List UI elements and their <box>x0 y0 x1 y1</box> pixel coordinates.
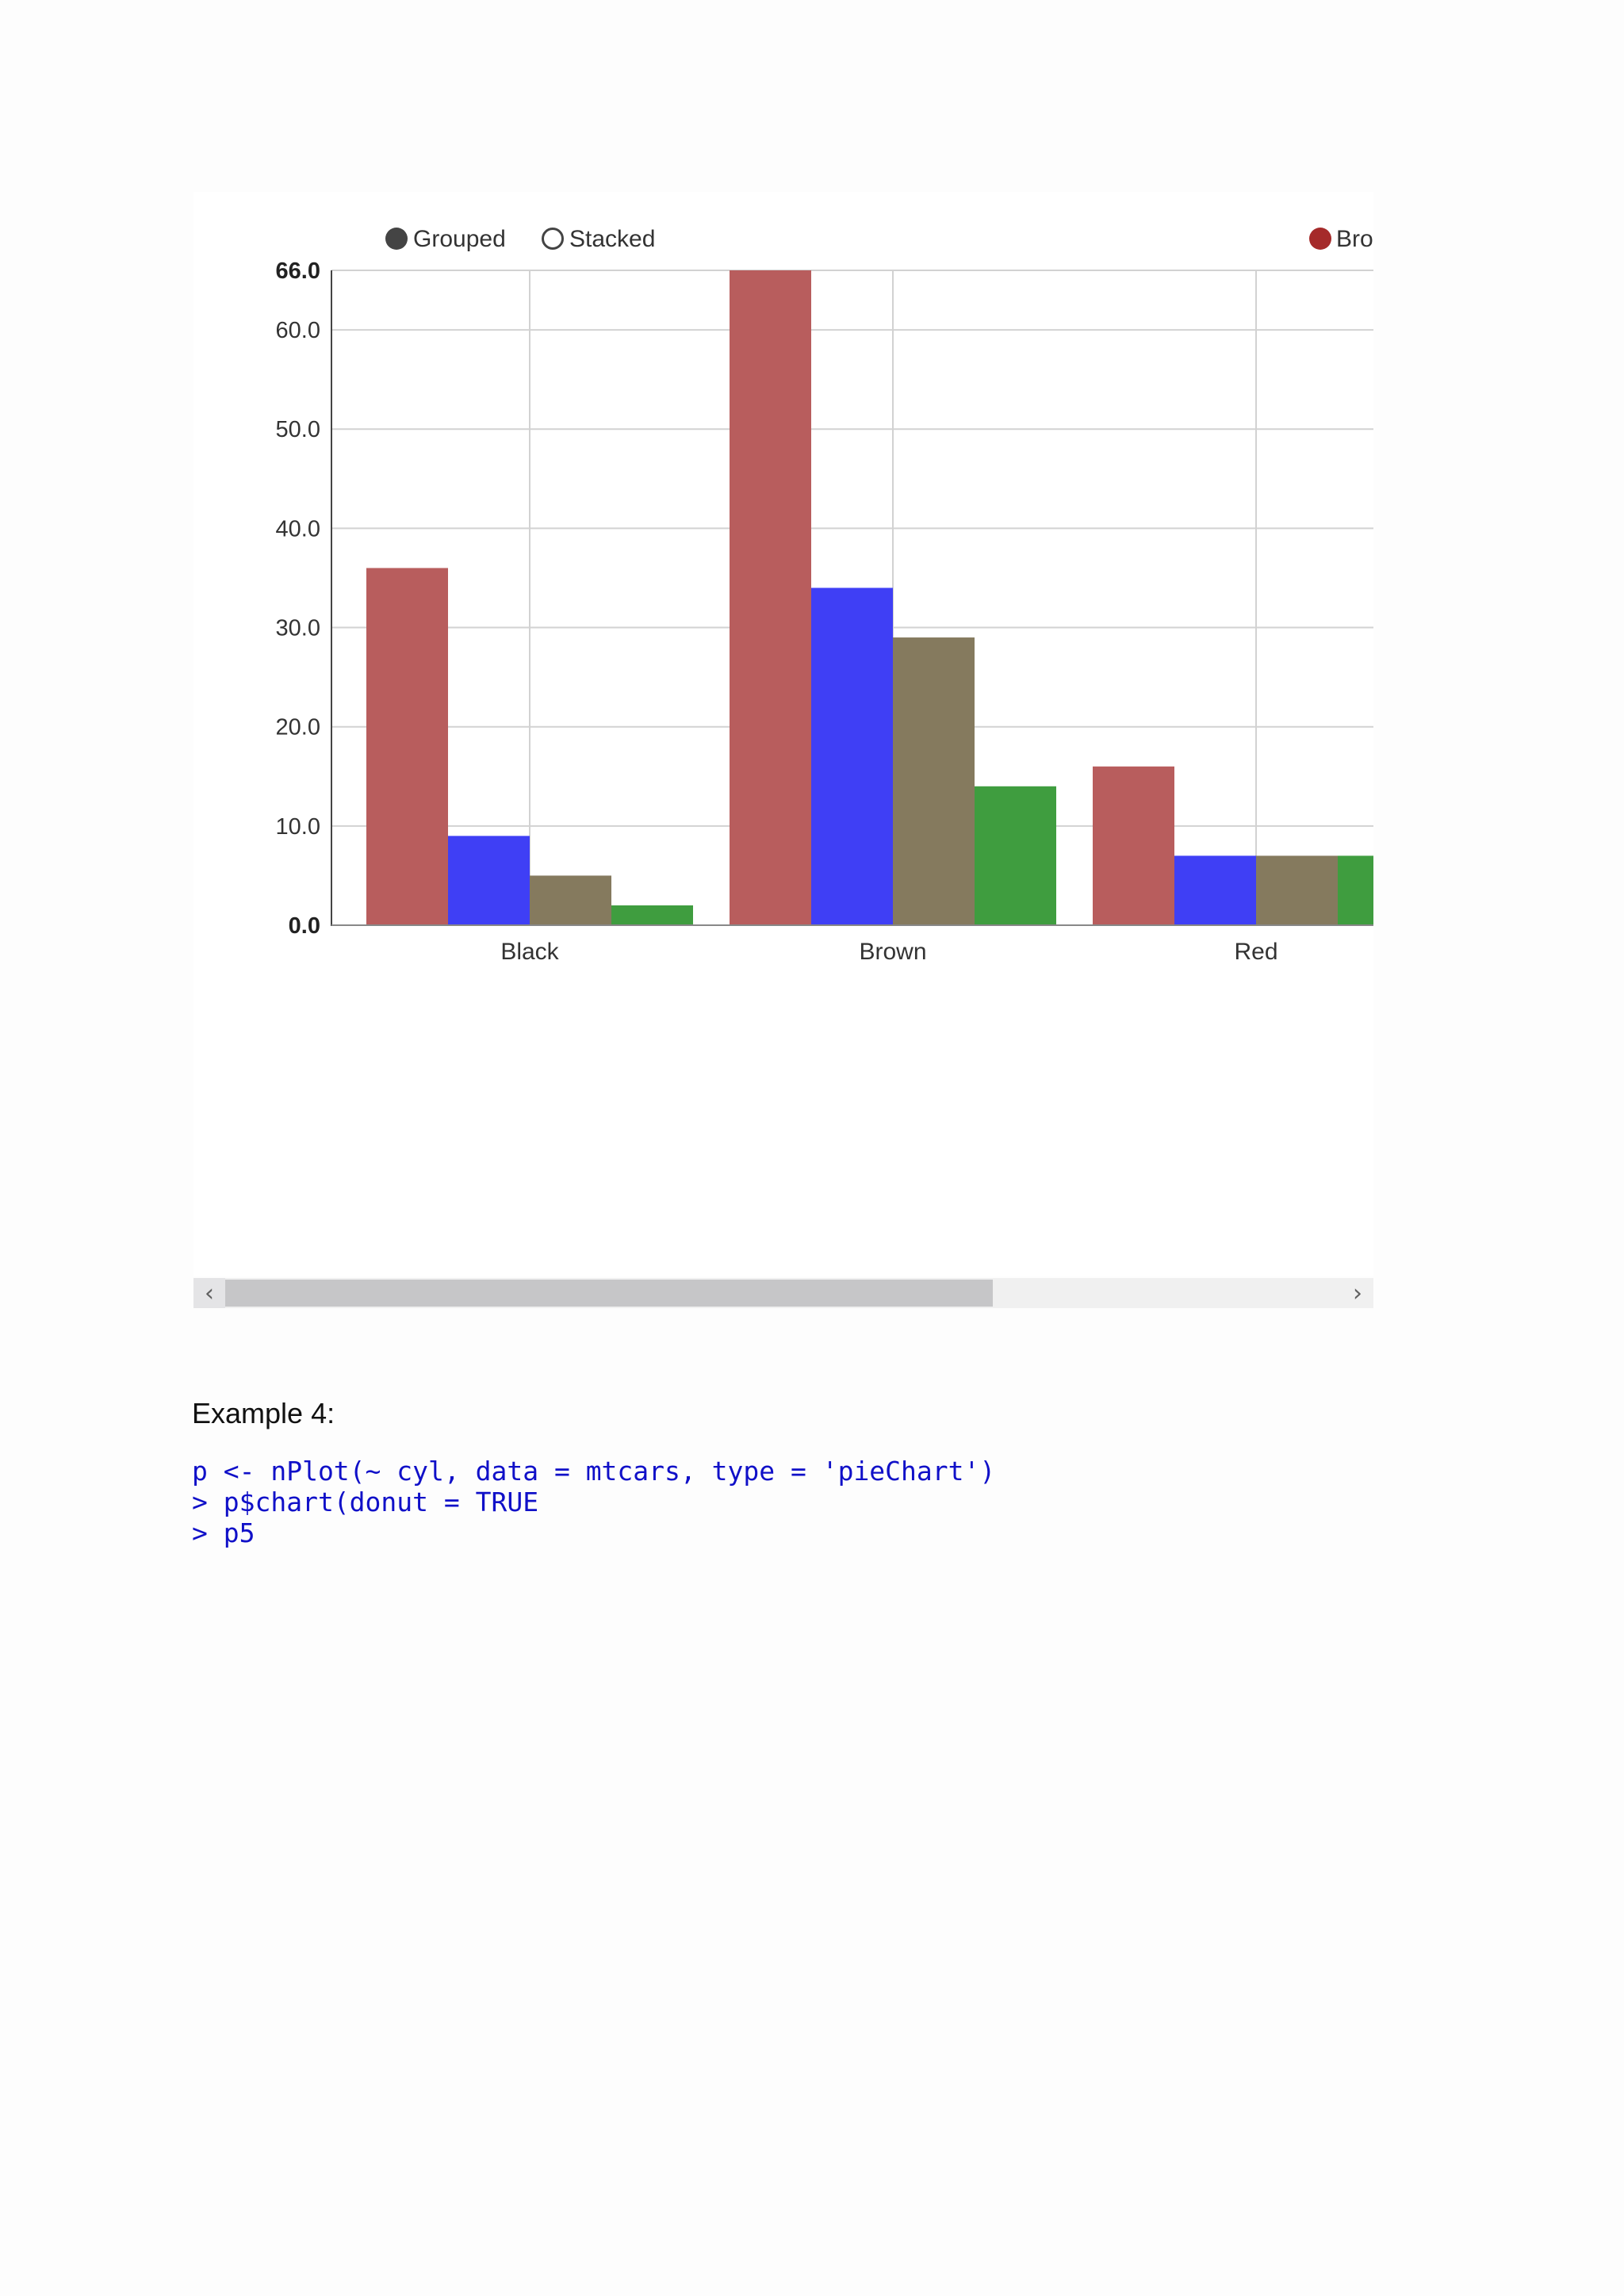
legend-marker-icon <box>1309 228 1331 250</box>
y-tick-label: 20.0 <box>276 715 320 740</box>
scrollbar-thumb[interactable] <box>225 1280 993 1307</box>
x-tick-label: Black <box>500 939 559 965</box>
x-tick-label: Brown <box>859 939 926 965</box>
bar-chart-svg: 0.0 10.0 20.0 30.0 40.0 50.0 60.0 66.0 Black Brow… <box>276 226 1373 965</box>
bar <box>975 786 1056 925</box>
stacked-toggle[interactable]: Stacked <box>542 226 656 252</box>
scroll-right-arrow-icon[interactable]: › <box>1353 1279 1362 1307</box>
code-line: p <- nPlot(~ cyl, data = mtcars, type = … <box>192 1456 996 1487</box>
grid-layer <box>331 270 1373 925</box>
grouped-radio-icon <box>385 228 408 250</box>
stacked-label: Stacked <box>569 226 655 252</box>
scroll-left-arrow-icon[interactable]: ‹ <box>193 1278 225 1308</box>
grouped-toggle[interactable]: Grouped <box>385 226 506 252</box>
y-tick-label: 30.0 <box>276 616 320 641</box>
code-line: > p$chart(donut = TRUE <box>192 1487 539 1517</box>
bars-layer <box>366 270 1373 925</box>
example-heading: Example 4: <box>192 1397 335 1429</box>
bar <box>448 836 530 925</box>
x-tick-label: Red <box>1234 939 1277 965</box>
horizontal-scrollbar[interactable]: ‹ › <box>193 1278 1373 1308</box>
grouped-label: Grouped <box>413 226 506 252</box>
y-tick-label: 0.0 <box>289 913 320 939</box>
y-tick-label: 60.0 <box>276 318 320 343</box>
bar <box>1256 855 1338 925</box>
bar <box>1174 855 1256 925</box>
bar <box>1338 855 1373 925</box>
bar <box>530 875 611 925</box>
bar <box>811 587 893 925</box>
bar-chart: 0.0 10.0 20.0 30.0 40.0 50.0 60.0 66.0 Black Brow… <box>193 192 1373 1276</box>
axis-layer: 0.0 10.0 20.0 30.0 40.0 50.0 60.0 66.0 Black Brow… <box>276 258 1373 965</box>
legend-item-label: Bro <box>1336 226 1373 252</box>
y-tick-label: 10.0 <box>276 814 320 840</box>
bar <box>1093 766 1174 925</box>
legend-item-brown[interactable]: Bro <box>1309 226 1373 252</box>
y-tick-label: 66.0 <box>276 258 320 284</box>
bar <box>730 270 811 925</box>
code-line: > p5 <box>192 1517 255 1548</box>
y-tick-label: 40.0 <box>276 516 320 541</box>
stacked-radio-icon <box>542 228 564 250</box>
y-tick-label: 50.0 <box>276 417 320 442</box>
bar <box>893 637 975 925</box>
legend-layer: Grouped Stacked Bro <box>385 226 1373 252</box>
code-block: p <- nPlot(~ cyl, data = mtcars, type = … <box>192 1456 995 1548</box>
bar <box>611 905 693 925</box>
bar <box>366 568 448 925</box>
